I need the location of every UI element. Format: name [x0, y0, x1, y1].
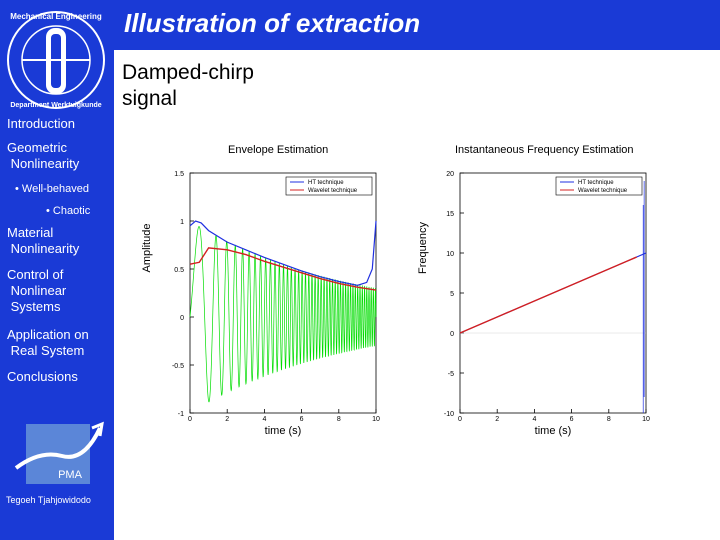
x-tick-label: 8 [337, 416, 341, 423]
nav-conclusions[interactable]: Conclusions [7, 369, 78, 384]
y-tick-label: 0.5 [174, 267, 184, 274]
y-tick-label: -5 [448, 371, 454, 378]
y-tick-label: 10 [446, 251, 454, 258]
title-bar [114, 0, 720, 50]
x-tick-label: 8 [607, 416, 611, 423]
x-tick-label: 0 [188, 416, 192, 423]
svg-text:Department Werktuigkunde: Department Werktuigkunde [10, 102, 101, 109]
y-tick-label: 0 [180, 315, 184, 322]
legend-label: HT technique [578, 180, 614, 186]
legend-label: Wavelet technique [308, 188, 358, 194]
x-axis-label: time (s) [265, 425, 302, 437]
y-tick-label: -1 [178, 411, 184, 418]
ht-noise-burst [642, 181, 645, 413]
legend-label: HT technique [308, 180, 344, 186]
nav-application-real-system[interactable]: Application on Real System [7, 327, 89, 358]
y-tick-label: 20 [446, 171, 454, 178]
svg-text:Mechanical Engineering: Mechanical Engineering [10, 12, 102, 21]
author-name: Tegoeh Tjahjowidodo [6, 495, 91, 505]
y-tick-label: -0.5 [172, 363, 184, 370]
x-tick-label: 10 [642, 416, 650, 423]
y-tick-label: 0 [450, 331, 454, 338]
y-axis-label: Amplitude [141, 224, 153, 273]
x-tick-label: 4 [532, 416, 536, 423]
legend-box [555, 176, 643, 196]
series-ht-0 [189, 220, 377, 286]
series-signal [189, 226, 377, 403]
y-tick-label: 15 [446, 211, 454, 218]
nav-material-nonlinearity[interactable]: Material Nonlinearity [7, 225, 80, 256]
x-tick-label: 10 [372, 416, 380, 423]
nav-control-nonlinear-systems[interactable]: Control of Nonlinear Systems [7, 267, 67, 314]
y-tick-label: 1 [180, 219, 184, 226]
chart-title-envelope: Envelope Estimation [228, 144, 329, 156]
x-tick-label: 2 [495, 416, 499, 423]
x-tick-label: 6 [300, 416, 304, 423]
x-tick-label: 2 [225, 416, 229, 423]
x-tick-label: 4 [262, 416, 266, 423]
nav-geometric-nonlinearity[interactable]: Geometric Nonlinearity [7, 140, 80, 171]
y-axis-label: Frequency [417, 222, 429, 274]
y-tick-label: 1.5 [174, 171, 184, 178]
series-wavelet-1 [459, 256, 637, 334]
legend-box [285, 176, 373, 196]
x-axis-label: time (s) [535, 425, 572, 437]
slide-subtitle: Damped-chirp signal [122, 61, 254, 110]
mechanical-engineering-logo-icon: Mechanical Engineering Department Werktu… [7, 11, 105, 109]
nav-well-behaved[interactable]: • Well-behaved [15, 183, 89, 195]
y-tick-label: -10 [444, 411, 454, 418]
series-wavelet-0 [189, 247, 377, 291]
legend-label: Wavelet technique [578, 188, 628, 194]
pma-logo-icon: PMA [14, 421, 104, 484]
nav-introduction[interactable]: Introduction [7, 116, 75, 131]
sidebar: Mechanical Engineering Department Werktu… [0, 0, 114, 540]
x-tick-label: 0 [458, 416, 462, 423]
nav-chaotic[interactable]: • Chaotic [46, 205, 91, 217]
pma-text: PMA [58, 469, 83, 481]
slide-title: Illustration of extraction [124, 8, 421, 38]
x-tick-label: 6 [570, 416, 574, 423]
y-tick-label: 5 [450, 291, 454, 298]
chart-title-frequency: Instantaneous Frequency Estimation [455, 144, 634, 156]
